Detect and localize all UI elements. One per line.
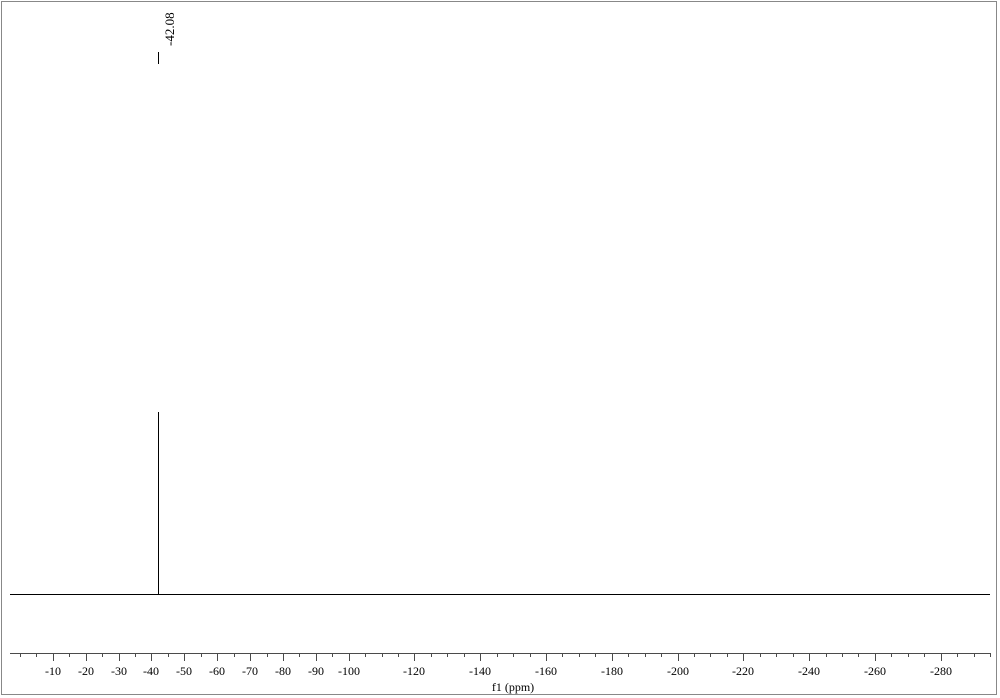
x-axis-tick-minor xyxy=(645,653,646,657)
x-axis-tick-minor xyxy=(793,653,794,657)
spectrum-peak xyxy=(158,412,159,594)
x-axis-title: f1 (ppm) xyxy=(492,680,534,695)
x-axis-tick-minor xyxy=(447,653,448,657)
x-axis-tick-minor xyxy=(365,653,366,657)
x-axis-tick-label: -40 xyxy=(143,664,159,679)
x-axis-tick-label: -240 xyxy=(798,664,820,679)
figure-border xyxy=(1,1,997,695)
x-axis-tick-major xyxy=(184,653,185,661)
x-axis-tick-label: -220 xyxy=(732,664,754,679)
x-axis-tick-major xyxy=(414,653,415,661)
x-axis-tick-major xyxy=(612,653,613,661)
x-axis-tick-major xyxy=(678,653,679,661)
x-axis-tick-minor xyxy=(382,653,383,657)
x-axis-tick-minor xyxy=(826,653,827,657)
x-axis-tick-major xyxy=(217,653,218,661)
x-axis-tick-minor xyxy=(858,653,859,657)
x-axis-tick-minor xyxy=(267,653,268,657)
x-axis-tick-minor xyxy=(760,653,761,657)
x-axis-tick-minor xyxy=(332,653,333,657)
x-axis-tick-minor xyxy=(661,653,662,657)
x-axis-tick-minor xyxy=(464,653,465,657)
x-axis-tick-minor xyxy=(628,653,629,657)
x-axis-tick-minor xyxy=(891,653,892,657)
x-axis-tick-major xyxy=(875,653,876,661)
x-axis-tick-minor xyxy=(102,653,103,657)
x-axis-tick-minor xyxy=(201,653,202,657)
x-axis-tick-minor xyxy=(135,653,136,657)
x-axis-tick-minor xyxy=(595,653,596,657)
x-axis-tick-minor xyxy=(990,653,991,657)
x-axis-tick-label: -120 xyxy=(403,664,425,679)
x-axis-tick-label: -70 xyxy=(242,664,258,679)
x-axis-tick-minor xyxy=(562,653,563,657)
x-axis-tick-major xyxy=(316,653,317,661)
x-axis-tick-minor xyxy=(924,653,925,657)
x-axis-tick-minor xyxy=(957,653,958,657)
x-axis-tick-minor xyxy=(513,653,514,657)
x-axis-tick-minor xyxy=(69,653,70,657)
x-axis-tick-major xyxy=(941,653,942,661)
x-axis-tick-label: -100 xyxy=(338,664,360,679)
x-axis-tick-label: -30 xyxy=(111,664,127,679)
x-axis-tick-major xyxy=(151,653,152,661)
x-axis-tick-minor xyxy=(842,653,843,657)
x-axis-tick-label: -180 xyxy=(601,664,623,679)
nmr-spectrum-chart: -42.08 -280 -260 -240 -220 -200 -180 -160 -140 -1… xyxy=(0,0,1000,698)
x-axis-tick-minor xyxy=(20,653,21,657)
x-axis-tick-label: -200 xyxy=(667,664,689,679)
x-axis-tick-major xyxy=(480,653,481,661)
x-axis-tick-label: -10 xyxy=(45,664,61,679)
x-axis-tick-minor xyxy=(168,653,169,657)
x-axis-tick-minor xyxy=(776,653,777,657)
x-axis-tick-label: -140 xyxy=(469,664,491,679)
x-axis-tick-label: -20 xyxy=(78,664,94,679)
x-axis-tick-major xyxy=(743,653,744,661)
x-axis-tick-major xyxy=(86,653,87,661)
x-axis-tick-label: -260 xyxy=(864,664,886,679)
x-axis-tick-minor xyxy=(398,653,399,657)
x-axis-tick-minor xyxy=(579,653,580,657)
x-axis-tick-label: -80 xyxy=(275,664,291,679)
x-axis-tick-label: -280 xyxy=(930,664,952,679)
x-axis-tick-minor xyxy=(36,653,37,657)
x-axis-tick-major xyxy=(349,653,350,661)
x-axis-tick-minor xyxy=(727,653,728,657)
x-axis-tick-major xyxy=(53,653,54,661)
x-axis-tick-minor xyxy=(497,653,498,657)
x-axis-tick-major xyxy=(250,653,251,661)
x-axis-tick-minor xyxy=(299,653,300,657)
x-axis-tick-label: -160 xyxy=(535,664,557,679)
spectrum-baseline xyxy=(10,594,990,595)
x-axis-tick-major xyxy=(546,653,547,661)
x-axis-tick-minor xyxy=(710,653,711,657)
peak-label-tick xyxy=(158,52,159,64)
x-axis-tick-minor xyxy=(694,653,695,657)
peak-label: -42.08 xyxy=(162,12,178,46)
x-axis-tick-minor xyxy=(974,653,975,657)
x-axis-tick-minor xyxy=(431,653,432,657)
x-axis-tick-minor xyxy=(908,653,909,657)
x-axis-tick-major xyxy=(283,653,284,661)
x-axis-tick-label: -90 xyxy=(308,664,324,679)
x-axis-tick-label: -50 xyxy=(176,664,192,679)
x-axis-tick-minor xyxy=(234,653,235,657)
x-axis-line xyxy=(10,653,990,654)
x-axis-tick-major xyxy=(809,653,810,661)
x-axis-tick-major xyxy=(119,653,120,661)
x-axis-tick-minor xyxy=(530,653,531,657)
x-axis-tick-label: -60 xyxy=(209,664,225,679)
